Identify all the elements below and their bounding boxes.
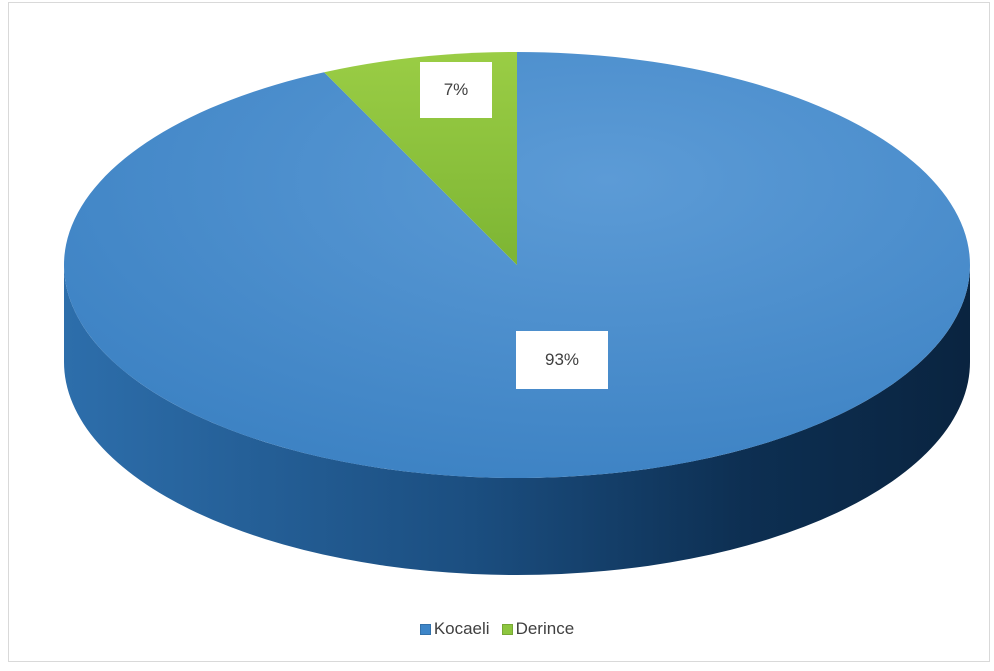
pie-side-wall bbox=[64, 265, 970, 575]
data-label-derince: 7% bbox=[420, 62, 492, 118]
legend-entry-derince: Derince bbox=[501, 619, 575, 639]
legend-swatch-kocaeli bbox=[419, 623, 431, 635]
legend-label-derince: Derince bbox=[515, 619, 575, 638]
legend-label-kocaeli: Kocaeli bbox=[433, 619, 490, 638]
legend-swatch-derince bbox=[501, 623, 513, 635]
pie-slice-kocaeli bbox=[63, 52, 970, 479]
data-label-kocaeli: 93% bbox=[516, 331, 608, 389]
legend-entry-kocaeli: Kocaeli bbox=[419, 619, 490, 639]
legend: Kocaeli Derince bbox=[0, 619, 994, 639]
